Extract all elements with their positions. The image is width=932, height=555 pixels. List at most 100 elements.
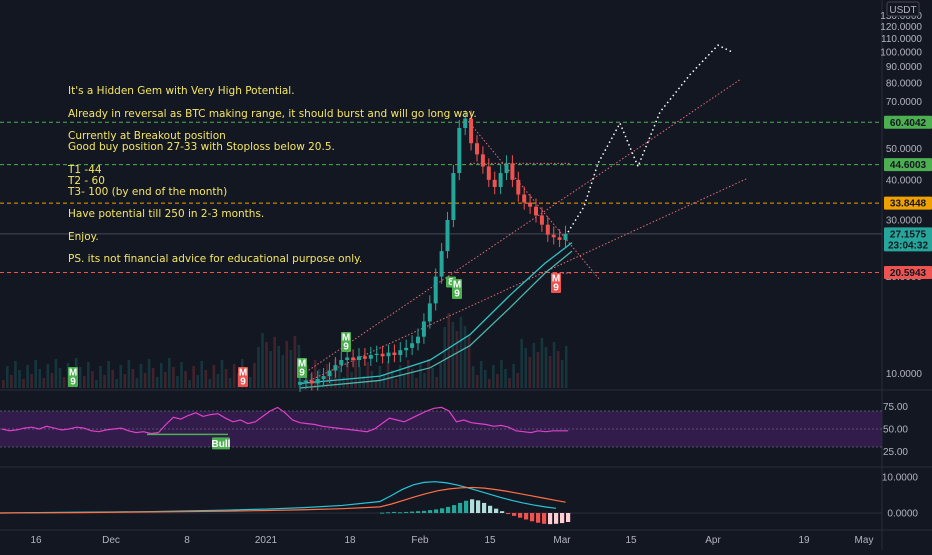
macd-hist-bar: [398, 512, 403, 514]
volume-bar: [54, 359, 58, 388]
time-tick-label: Feb: [411, 535, 429, 546]
candle-body: [504, 163, 509, 174]
candle-body: [545, 224, 550, 235]
volume-bar: [10, 375, 13, 388]
candle-body: [486, 166, 491, 180]
setup-badge-label: M: [453, 280, 461, 291]
volume-bar: [208, 379, 212, 388]
trendline-upper: [299, 79, 741, 377]
macd-hist-bar: [494, 508, 499, 513]
volume-bar: [366, 362, 370, 388]
volume-bar: [180, 362, 183, 388]
macd-hist-bar: [560, 513, 565, 524]
volume-bar: [317, 369, 321, 388]
candle-body: [339, 359, 344, 366]
macd-hist-bar: [404, 511, 409, 513]
volume-bar: [42, 378, 46, 388]
time-tick-label: 2021: [255, 535, 278, 546]
volume-bar: [471, 366, 475, 388]
volume-bar: [78, 367, 82, 388]
time-tick-label: 19: [798, 535, 810, 546]
candle-body: [445, 219, 450, 252]
rsi-tick-label: 25.00: [883, 447, 908, 458]
volume-bar: [99, 366, 102, 388]
candle-body: [368, 355, 373, 359]
candle-body: [374, 353, 379, 356]
time-tick-label: May: [855, 535, 874, 546]
volume-bar: [504, 369, 507, 388]
setup-badge: [341, 332, 351, 352]
volume-bar: [488, 379, 491, 388]
volume-bar: [289, 350, 293, 388]
price-tick-label: 40.0000: [886, 175, 923, 186]
price-level-label: 60.4042: [890, 118, 927, 129]
annotation-note[interactable]: It's a Hidden Gem with Very High Potenti…: [68, 86, 488, 265]
volume-bar: [6, 366, 9, 388]
candle-body: [380, 353, 385, 357]
setup-badge-label: 9: [70, 377, 76, 388]
volume-bar: [390, 370, 394, 388]
volume-bar: [492, 365, 495, 388]
candle-body: [315, 378, 320, 384]
volume-bar: [277, 346, 280, 388]
candle-body: [303, 380, 308, 382]
volume-bar: [143, 373, 147, 388]
time-tick-label: 15: [484, 535, 496, 546]
volume-bar: [544, 347, 548, 388]
volume-bar: [435, 377, 438, 388]
note-line: T3- 100 (by end of the month): [68, 185, 228, 198]
volume-bar: [192, 366, 195, 388]
note-line: It's a Hidden Gem with Very High Potenti…: [68, 85, 295, 97]
macd-hist-bar: [428, 510, 433, 513]
price-tick-label: 10.0000: [886, 369, 923, 380]
volume-bar: [427, 359, 430, 388]
setup-badge-label: 9: [299, 368, 305, 379]
moving-average-fast: [299, 242, 573, 385]
volume-bar: [58, 368, 62, 388]
candle-body: [522, 194, 527, 203]
volume-bar: [350, 372, 353, 388]
candle-body: [551, 234, 556, 238]
volume-bar: [374, 380, 378, 388]
macd-hist-bar: [488, 505, 493, 513]
volume-bar: [552, 342, 556, 388]
volume-bar: [220, 360, 224, 388]
volume-bar: [18, 370, 21, 388]
volume-bar: [164, 372, 167, 388]
candle-body: [357, 356, 361, 360]
volume-bar: [228, 378, 232, 388]
volume-bar: [188, 380, 191, 388]
macd-hist-bar: [422, 510, 427, 513]
volume-bar: [139, 364, 143, 388]
price-level-label: 33.8448: [890, 199, 927, 210]
volume-bar: [423, 373, 426, 388]
volume-bar: [536, 352, 540, 388]
setup-badge-label: 9: [553, 283, 559, 294]
volume-bar: [411, 369, 414, 388]
candle-body: [416, 336, 420, 344]
volume-bar: [261, 333, 264, 388]
volume-bar: [103, 375, 106, 388]
volume-bar: [2, 380, 5, 388]
time-tick-label: 16: [30, 535, 42, 546]
candle-body: [298, 381, 302, 385]
macd-hist-bar: [440, 508, 445, 513]
candle-body: [451, 173, 456, 220]
setup-badge: [452, 279, 462, 299]
volume-bar: [111, 370, 114, 388]
volume-bar: [184, 371, 187, 388]
volume-bar: [386, 361, 390, 388]
volume-bar: [22, 379, 25, 388]
macd-hist-bar: [548, 513, 553, 525]
macd-hist-bar: [482, 502, 487, 513]
candle-body: [427, 303, 432, 322]
volume-bar: [342, 377, 345, 388]
price-level-label: 20.5943: [890, 268, 927, 279]
candle-body: [386, 352, 391, 357]
volume-bar: [131, 369, 135, 388]
candle-body: [321, 376, 326, 379]
candle-body: [433, 276, 438, 304]
candle-body: [563, 233, 568, 240]
